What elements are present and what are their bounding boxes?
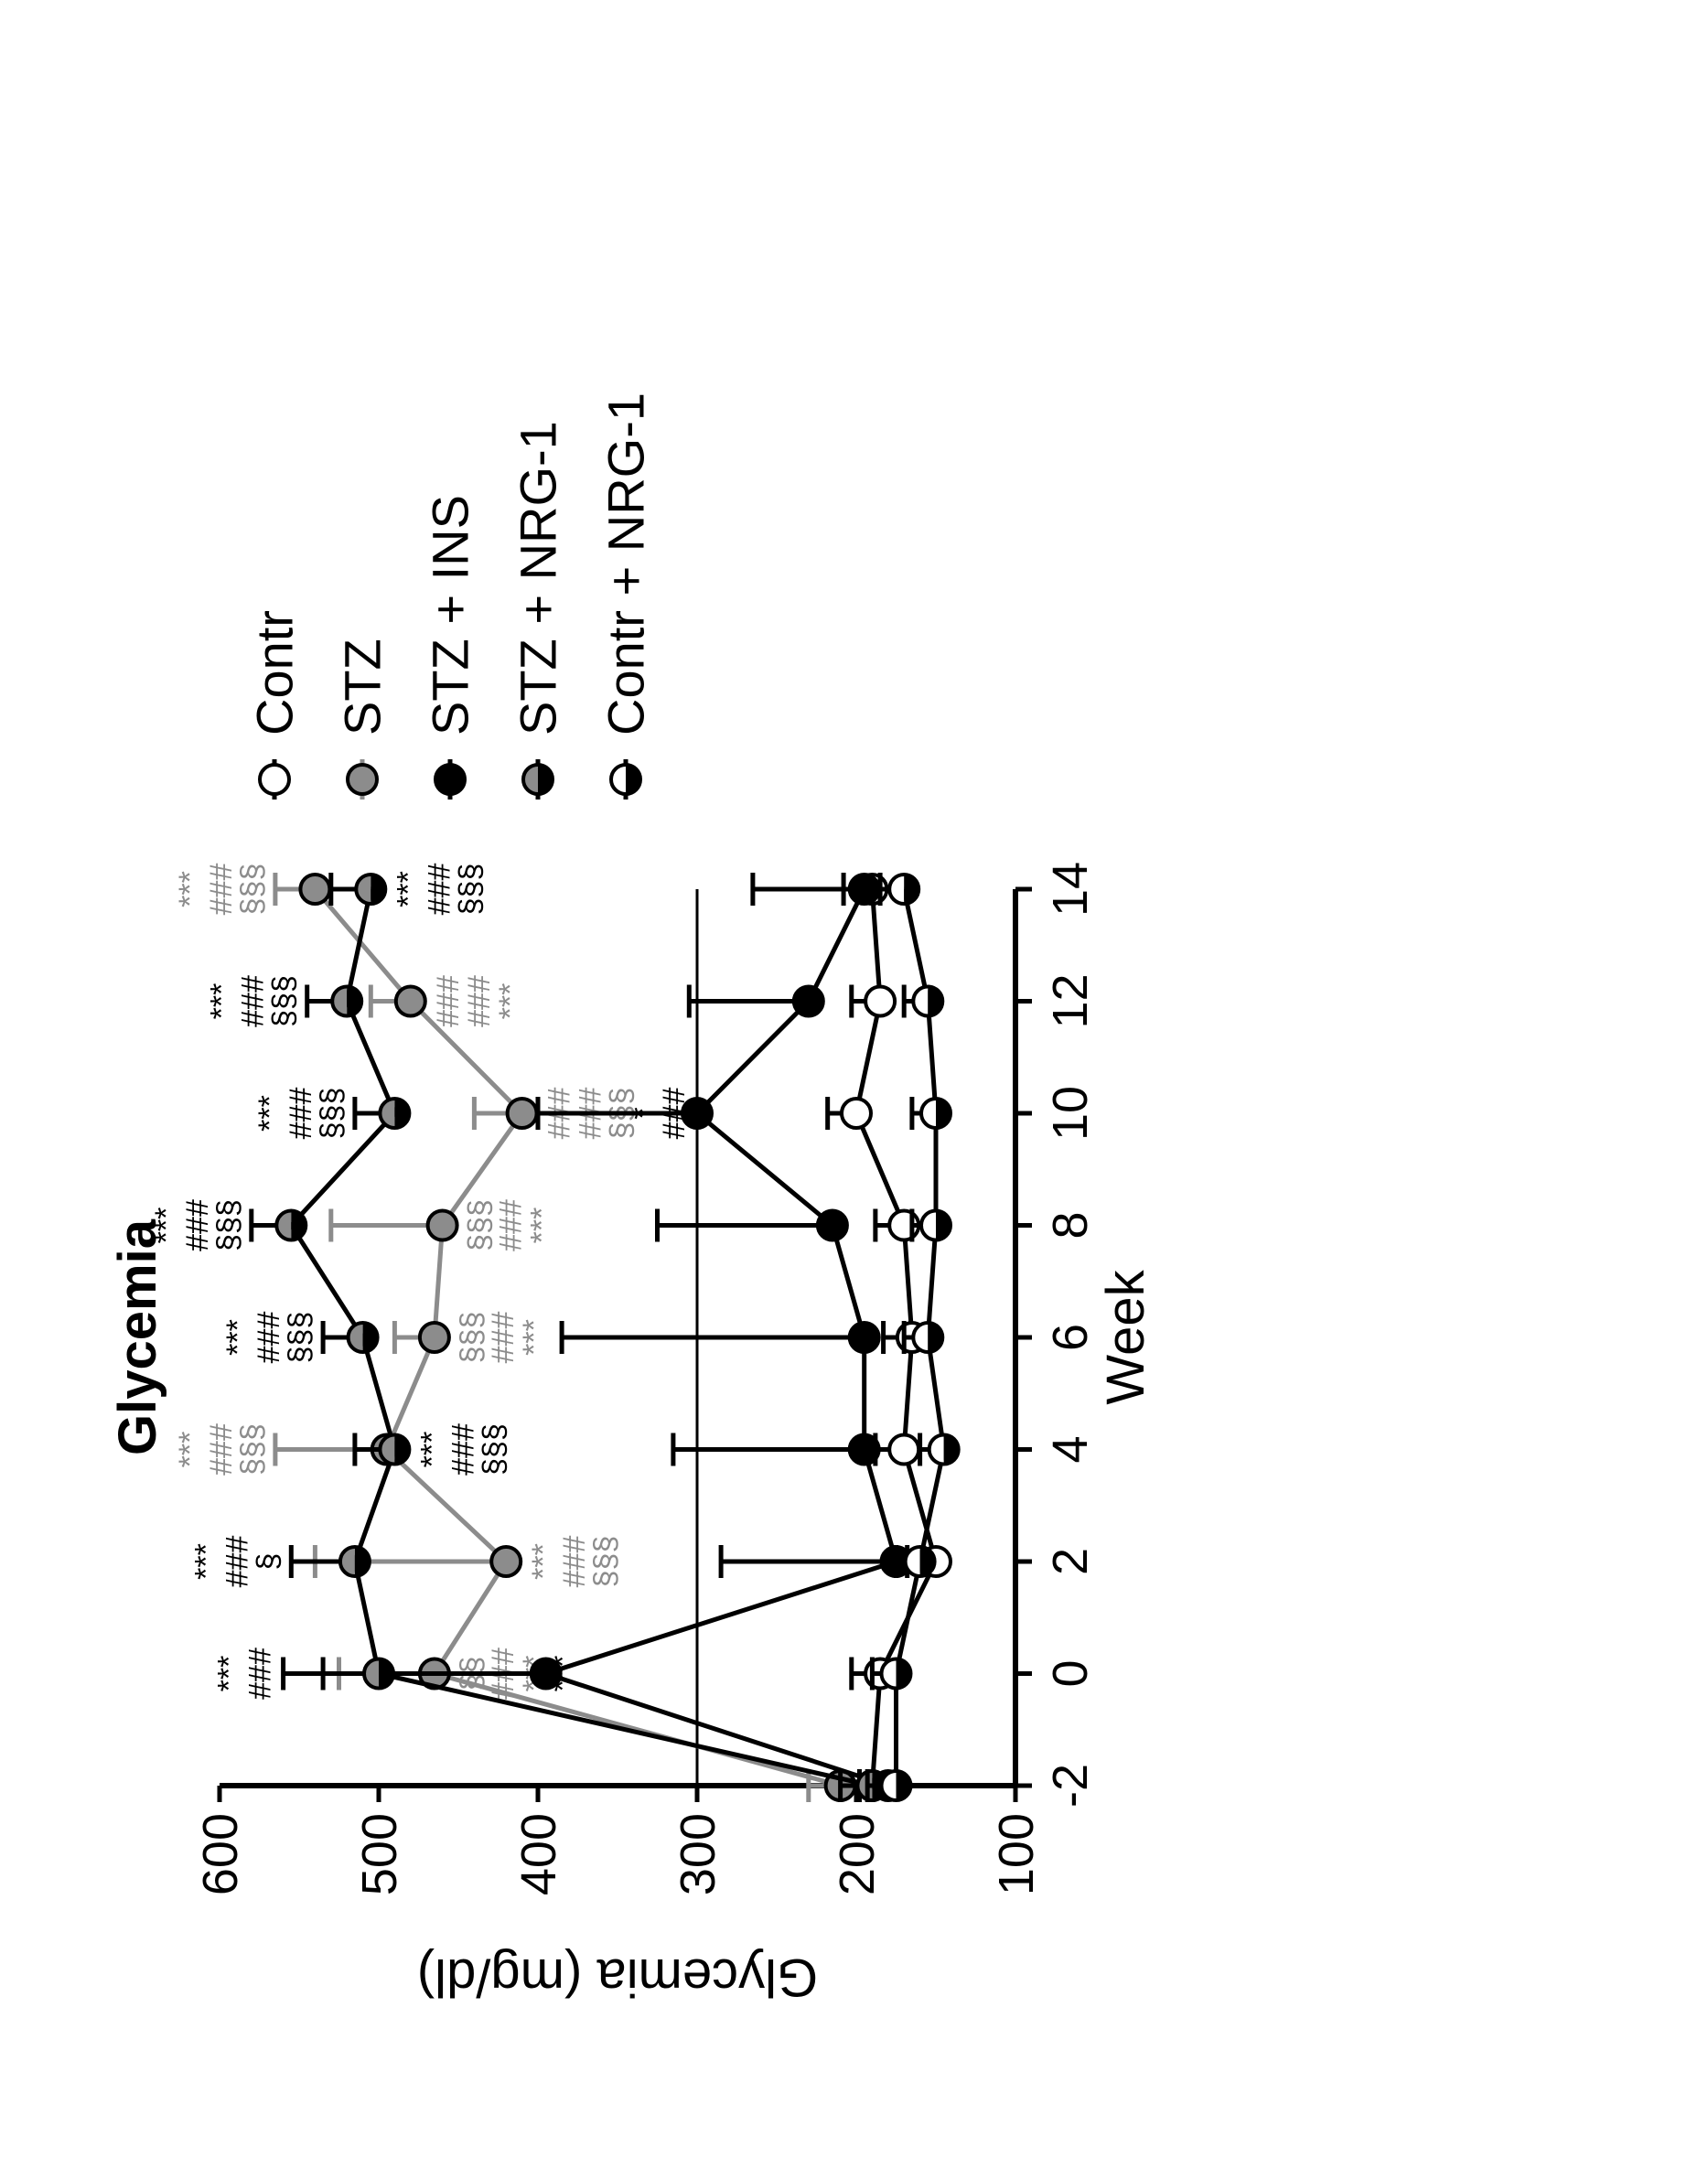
significance-annotation: *** [173, 1432, 208, 1468]
significance-annotation: *** [149, 1208, 184, 1244]
legend-label: STZ + NRG-1 [510, 421, 567, 735]
legend-label: Contr [246, 610, 304, 735]
significance-annotation: ### [204, 1423, 239, 1476]
y-tick-label: 200 [830, 1813, 885, 1895]
x-tick-label: 12 [1043, 973, 1098, 1028]
significance-annotation: ### [462, 975, 497, 1027]
significance-annotation: ### [220, 1536, 254, 1588]
significance-annotation: §§§ [315, 1088, 349, 1140]
significance-annotation: ### [236, 975, 271, 1027]
y-tick-label: 600 [193, 1813, 248, 1895]
significance-annotation: *** [493, 983, 528, 1020]
significance-annotation: ### [252, 1312, 286, 1364]
significance-annotation: *** [414, 1432, 449, 1468]
x-tick-label: 4 [1043, 1435, 1098, 1463]
significance-annotation: §§§ [588, 1536, 623, 1588]
significance-annotation: §§§ [477, 1423, 511, 1476]
significance-annotation: *** [188, 1543, 223, 1580]
significance-annotation: ### [657, 1088, 692, 1140]
significance-annotation: ### [557, 1536, 592, 1588]
figure-canvas: Glycemia -2 0 2 4 6 8 10 12 14 100 200 300 400 500 600 W… [0, 0, 1708, 2179]
significance-annotation: *** [391, 871, 425, 907]
chart-title: Glycemia [108, 1218, 167, 1455]
x-tick-label: 14 [1043, 862, 1098, 917]
significance-annotation: §§§ [463, 1199, 498, 1251]
y-tick-label: 300 [671, 1813, 725, 1895]
significance-annotation: *** [526, 1543, 561, 1580]
x-tick-label: 8 [1043, 1211, 1098, 1239]
significance-annotation: §§§ [453, 864, 488, 916]
legend-label: Contr + NRG-1 [597, 392, 655, 735]
significance-annotation: §§§ [455, 1312, 489, 1364]
significance-annotation: ### [494, 1199, 529, 1251]
significance-annotation: *** [173, 871, 208, 907]
y-tick-label: 100 [989, 1813, 1044, 1895]
x-tick-label: -2 [1043, 1764, 1098, 1808]
legend-label: STZ [334, 639, 392, 735]
significance-annotation: *** [205, 983, 240, 1020]
y-tick-label: 400 [511, 1813, 566, 1895]
x-tick-label: 10 [1043, 1086, 1098, 1141]
significance-annotation: *** [220, 1319, 255, 1356]
significance-annotation: *** [252, 1095, 287, 1132]
significance-annotation: ### [422, 864, 457, 916]
significance-annotation: §§§ [267, 975, 302, 1027]
significance-annotation: §§§ [211, 1199, 246, 1251]
significance-annotation: § [251, 1553, 285, 1571]
y-tick-label: 500 [352, 1813, 407, 1895]
significance-annotation: * [626, 1107, 661, 1119]
significance-annotation: §§§ [235, 864, 270, 916]
significance-annotation: §§§ [283, 1312, 317, 1364]
significance-annotation: *** [517, 1319, 552, 1356]
y-axis-label: Glycemia (mg/dl) [417, 1948, 818, 2007]
significance-annotation: ### [431, 975, 466, 1027]
significance-annotation: ### [446, 1423, 480, 1476]
x-tick-label: 2 [1043, 1548, 1098, 1575]
legend-label: STZ + INS [422, 495, 479, 735]
significance-annotation: *** [212, 1656, 247, 1692]
significance-annotation: §§§ [235, 1423, 270, 1476]
significance-annotation: *** [546, 1656, 581, 1692]
significance-annotation: *** [525, 1208, 560, 1244]
significance-annotation: ### [486, 1312, 521, 1364]
significance-annotation: ### [180, 1199, 215, 1251]
x-axis-label: Week [1096, 1269, 1155, 1404]
legend: Contr STZ STZ + INS STZ + NRG-1 Contr + NRG-… [246, 392, 655, 800]
significance-annotation: ### [204, 864, 239, 916]
significance-annotation: ### [243, 1648, 278, 1700]
x-tick-label: 0 [1043, 1659, 1098, 1687]
glycemia-figure: Glycemia -2 0 2 4 6 8 10 12 14 100 200 300 400 500 600 W… [0, 0, 1708, 2179]
x-tick-label: 6 [1043, 1324, 1098, 1351]
significance-annotation: ### [284, 1088, 318, 1140]
